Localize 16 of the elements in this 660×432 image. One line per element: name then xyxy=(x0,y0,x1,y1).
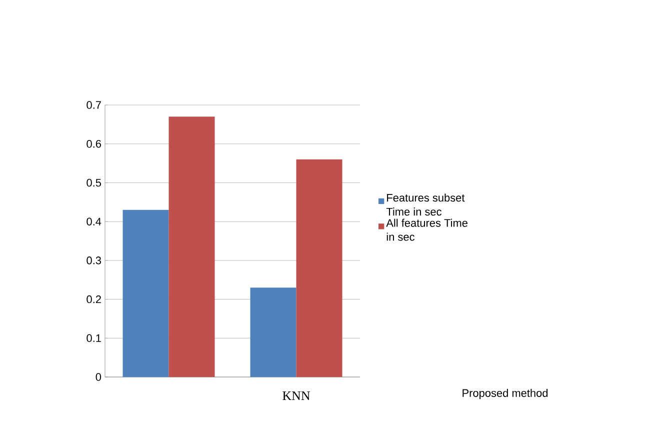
y-tick-label: 0.3 xyxy=(86,256,101,264)
y-tick-label: 0.5 xyxy=(86,178,102,187)
y-tick-label: 0.4 xyxy=(86,218,102,226)
text: Proposed method xyxy=(462,388,548,400)
y-tick-label: 0.6 xyxy=(86,140,101,148)
bar xyxy=(296,159,342,377)
x-tick-label: KNN xyxy=(282,392,310,400)
bar xyxy=(122,210,169,377)
legend-label: All features Time in sec xyxy=(386,218,468,241)
y-tick-label: 0.2 xyxy=(86,295,101,304)
bar xyxy=(250,288,296,377)
legend-label: Features subset Time in sec xyxy=(386,194,465,216)
y-tick-label: 0.7 xyxy=(86,101,101,109)
y-tick-label: 0 xyxy=(96,373,102,381)
y-tick-label: 0.1 xyxy=(86,334,101,342)
bar xyxy=(168,116,215,377)
